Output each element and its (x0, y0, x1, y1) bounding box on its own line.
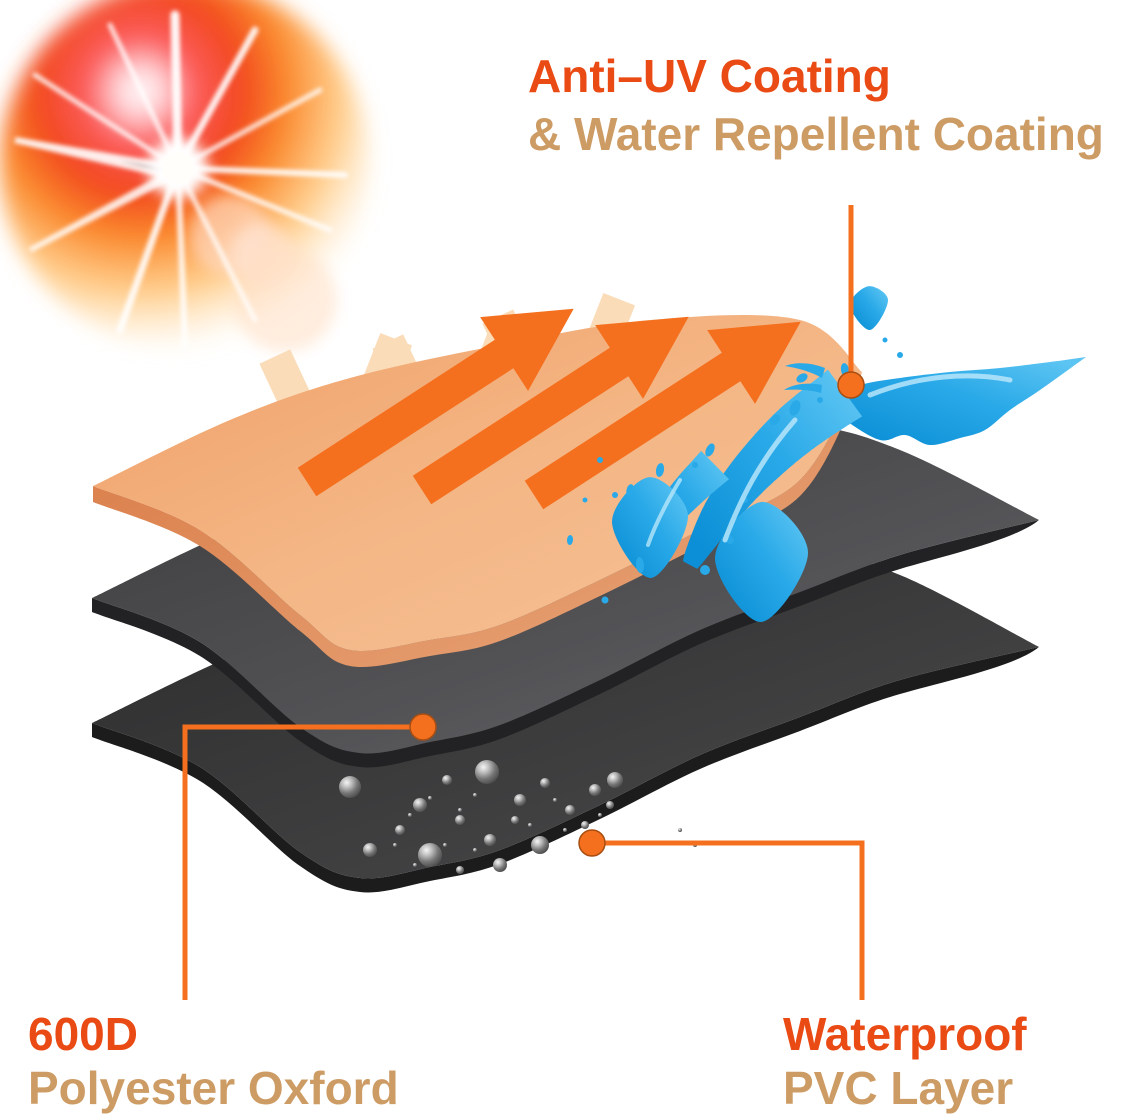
svg-text:Waterproof: Waterproof (783, 1008, 1027, 1060)
svg-text:Polyester Oxford: Polyester Oxford (28, 1062, 399, 1114)
svg-text:Anti–UV Coating: Anti–UV Coating (528, 50, 891, 102)
svg-text:600D: 600D (28, 1008, 138, 1060)
svg-text:PVC Layer: PVC Layer (783, 1062, 1013, 1114)
svg-text:& Water Repellent Coating: & Water Repellent Coating (528, 108, 1104, 160)
